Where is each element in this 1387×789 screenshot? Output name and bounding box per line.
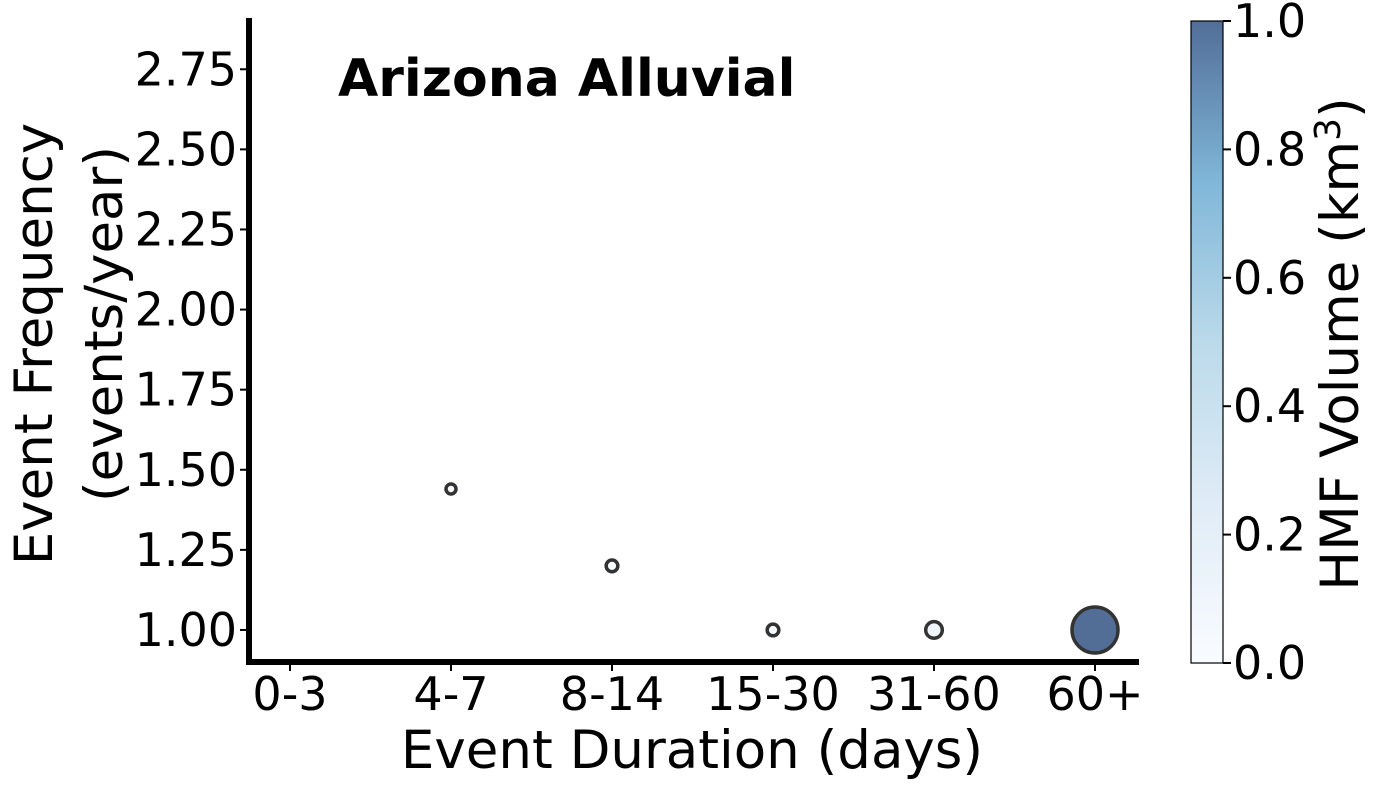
x-tick-label-8-14: 8-14: [560, 667, 664, 721]
colorbar-label-superscript: 3: [1308, 118, 1349, 141]
x-tick-label-15-30: 15-30: [706, 667, 840, 721]
colorbar-frame: [1190, 20, 1224, 664]
colorbar-ticks: 0.0 0.2 0.4 0.6 0.8 1.0: [1223, 0, 1306, 690]
colorbar-tick-label: 0.4: [1233, 379, 1306, 433]
x-axis-title: Event Duration (days): [401, 720, 983, 781]
y-axis-ticks: 1.00 1.25 1.50 1.75 2.00 2.25 2.50 2.75: [135, 42, 249, 657]
y-axis-title-line2: (events/year): [74, 146, 135, 502]
y-tick-label: 1.50: [135, 443, 237, 497]
x-tick-label-0-3: 0-3: [252, 667, 327, 721]
colorbar: [1191, 21, 1223, 663]
y-tick-label: 1.00: [135, 603, 237, 657]
y-tick-label: 2.00: [135, 283, 237, 337]
chart-title: Arizona Alluvial: [338, 49, 795, 109]
colorbar-label: HMF Volume (km3): [1308, 97, 1371, 590]
colorbar-tick-label: 0.8: [1233, 122, 1306, 176]
x-tick-label-60: 60+: [1046, 667, 1143, 721]
x-tick-label-31-60: 31-60: [867, 667, 1001, 721]
y-tick-label: 1.25: [135, 523, 237, 577]
y-tick-label: 1.75: [135, 363, 237, 417]
points-layer: [444, 482, 1120, 655]
point-31-60: [923, 619, 945, 641]
y-tick-label: 2.75: [135, 42, 237, 96]
point-60: [1070, 605, 1120, 655]
colorbar-tick-label: 0.6: [1233, 251, 1306, 305]
colorbar-tick-label: 0.0: [1233, 636, 1306, 690]
y-axis-title-line1: Event Frequency: [4, 123, 65, 565]
x-tick-label-4-7: 4-7: [413, 667, 488, 721]
y-tick-label: 2.25: [135, 202, 237, 256]
y-tick-label: 2.50: [135, 122, 237, 176]
x-axis-ticks: 0-3 4-7 8-14 15-30 31-60 60+: [252, 662, 1144, 721]
colorbar-tick-label: 1.0: [1233, 0, 1306, 48]
point-4-7: [444, 482, 458, 496]
point-15-30: [765, 622, 781, 638]
point-8-14: [604, 558, 620, 574]
colorbar-tick-label: 0.2: [1233, 508, 1306, 562]
